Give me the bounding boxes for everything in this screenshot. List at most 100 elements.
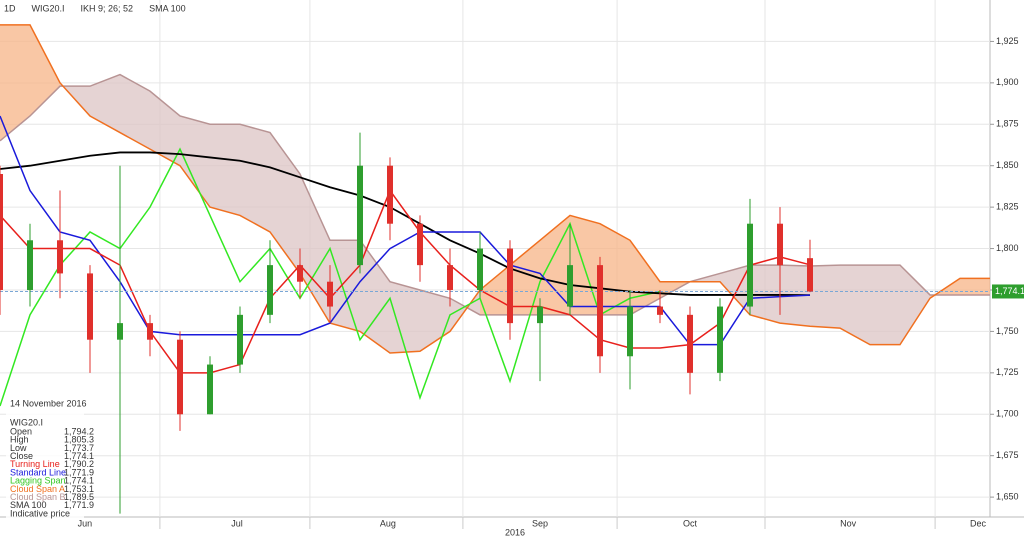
panel-bg (6, 396, 84, 520)
y-tick-label: 1,800 (996, 243, 1019, 253)
y-tick-label: 1,725 (996, 367, 1019, 377)
series-line (0, 147, 661, 407)
series-line (0, 189, 811, 374)
grid (0, 0, 990, 517)
x-tick-label: Aug (380, 518, 396, 528)
panel-label: Low (10, 443, 27, 453)
candle-body (807, 258, 813, 292)
candle-body (597, 265, 603, 357)
cloud-fill (180, 115, 210, 208)
y-tick-label: 1,925 (996, 36, 1019, 46)
series-line (0, 115, 811, 346)
candle-body (537, 306, 543, 324)
cloud-fill (870, 265, 900, 345)
candle-body (747, 223, 753, 307)
candle-body (357, 165, 363, 266)
panel-value: 1,753.1 (64, 484, 94, 494)
cloud-fill (120, 74, 150, 150)
candle-body (117, 323, 123, 340)
panel-label: Standard Line (10, 467, 66, 477)
candle-body (627, 306, 633, 357)
last-price-box (992, 284, 1024, 299)
lines (0, 24, 990, 407)
candle-body (237, 314, 243, 365)
cloud-fill (840, 265, 870, 345)
panel-value: 1,774.1 (64, 451, 94, 461)
candle-body (567, 265, 573, 307)
candle-body (507, 248, 513, 324)
cloud-fill (330, 240, 360, 332)
cloud-fill (540, 215, 570, 315)
header: 1D WIG20.I IKH 9; 26; 52 SMA 100 (4, 3, 186, 13)
panel-label: Close (10, 451, 33, 461)
x-tick-label: Nov (840, 518, 857, 528)
cloud-fill (0, 24, 30, 141)
cloud-fill (210, 124, 240, 216)
panel-value: 1,771.9 (64, 500, 94, 510)
panel-label: Turning Line (10, 459, 60, 469)
cloud-fill (270, 132, 300, 274)
series-line (0, 151, 811, 297)
candle-body (717, 306, 723, 373)
y-tick-label: 1,675 (996, 450, 1019, 460)
cloud-fill (600, 223, 630, 315)
candle-body (387, 165, 393, 224)
candle-body (477, 248, 483, 290)
panel-value: 1,790.2 (64, 459, 94, 469)
panel-note: Indicative price (10, 508, 70, 518)
candle-body (417, 223, 423, 266)
candle-body (207, 364, 213, 415)
candle-body (57, 240, 63, 274)
year-label: 2016 (505, 527, 525, 537)
candle-body (297, 265, 303, 282)
panel-value: 1,773.7 (64, 443, 94, 453)
x-tick-label: Sep (532, 518, 548, 528)
y-tick-label: 1,650 (996, 491, 1019, 501)
x-tick-label: Oct (683, 518, 698, 528)
x-tick-label: Dec (970, 518, 987, 528)
panel-value: 1,794.2 (64, 426, 94, 436)
y-tick-label: 1,825 (996, 202, 1019, 212)
cloud-fill (90, 74, 120, 133)
x-tick-label: Jul (231, 518, 243, 528)
header-item: SMA 100 (149, 3, 186, 13)
candle-body (147, 323, 153, 340)
candle-body (777, 223, 783, 266)
panel-label: Cloud Span A (10, 484, 65, 494)
candle-body (87, 273, 93, 340)
x-tick-label: Jun (78, 518, 93, 528)
cloud-fill (720, 265, 750, 315)
y-tick-label: 1,700 (996, 409, 1019, 419)
cloud-fill (900, 265, 930, 345)
last-price-label: 1,774.1 (995, 286, 1024, 296)
cloud-fill (360, 240, 390, 353)
candle-body (447, 265, 453, 290)
candle-body (177, 339, 183, 415)
candle-body (0, 173, 3, 290)
candles (0, 132, 813, 514)
panel-label: Open (10, 426, 32, 436)
panel-date: 14 November 2016 (10, 398, 87, 408)
panel-value: 1,805.3 (64, 435, 94, 445)
header-item: 1D (4, 3, 16, 13)
candle-body (327, 281, 333, 307)
y-tick-label: 1,750 (996, 326, 1019, 336)
series-line (0, 24, 990, 354)
panel-value: 1,774.1 (64, 476, 94, 486)
header-item: WIG20.I (32, 3, 65, 13)
panel-label: SMA 100 (10, 500, 47, 510)
axes: 1,6501,6751,7001,7251,7501,7751,8001,825… (78, 36, 1024, 537)
cloud-fill (960, 278, 990, 295)
candle-body (267, 265, 273, 315)
series-line (0, 73, 990, 316)
panel-value: 1,771.9 (64, 467, 94, 477)
panel-label: Lagging Span (10, 476, 66, 486)
cloud-fill (390, 281, 420, 353)
header-item: IKH 9; 26; 52 (81, 3, 134, 13)
panel-value: 1,789.5 (64, 492, 94, 502)
panel-label: Cloud Span B (10, 492, 66, 502)
panel-symbol: WIG20.I (10, 417, 43, 427)
panel-label: High (10, 435, 29, 445)
